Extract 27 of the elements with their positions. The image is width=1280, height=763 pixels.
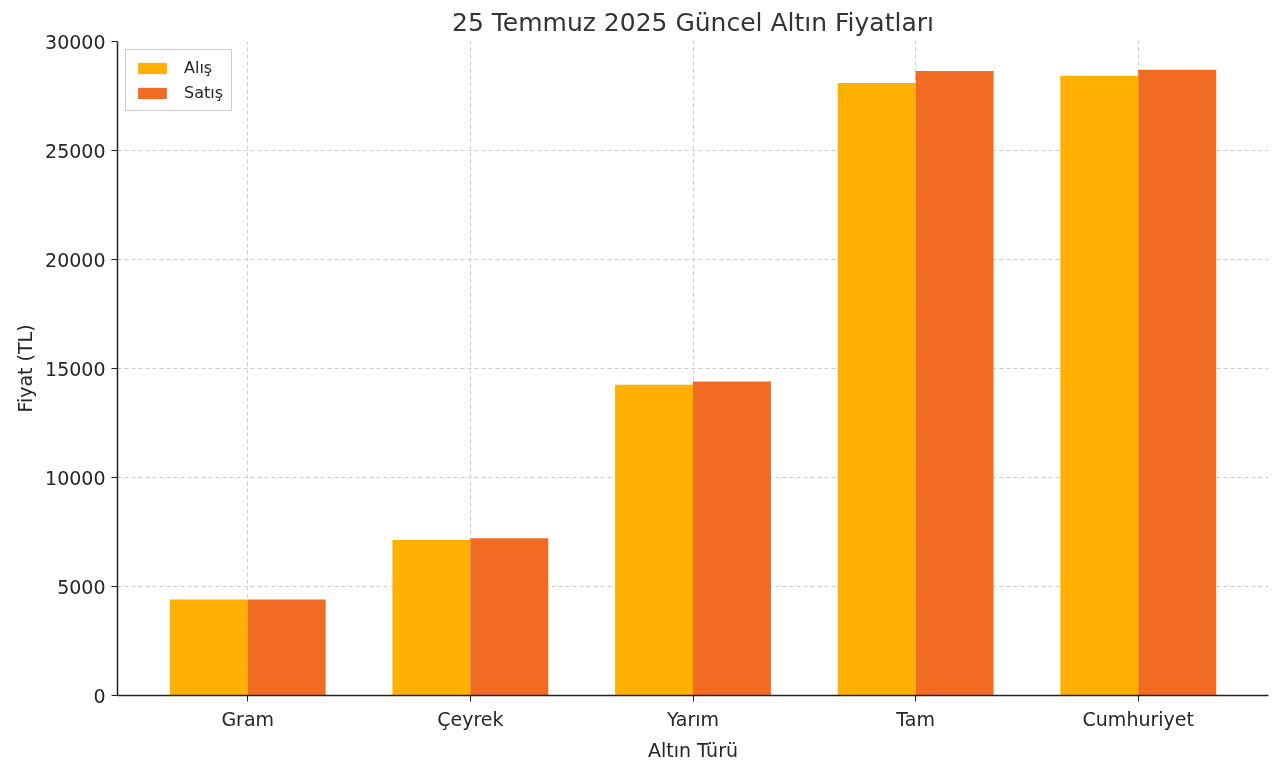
bar <box>1060 75 1139 696</box>
y-tick-label: 30000 <box>45 30 106 53</box>
bar <box>837 82 916 696</box>
legend-label: Satış <box>184 83 224 102</box>
x-tick-label: Tam <box>895 707 935 730</box>
bar <box>247 599 326 696</box>
y-tick-label: 20000 <box>45 248 106 271</box>
x-tick-label: Gram <box>221 707 275 730</box>
x-tick-label: Çeyrek <box>437 707 504 730</box>
y-tick-label: 15000 <box>45 357 106 380</box>
bar <box>169 599 248 696</box>
chart-title: 25 Temmuz 2025 Güncel Altın Fiyatları <box>452 7 934 37</box>
y-axis-title: Fiyat (TL) <box>14 324 37 413</box>
y-tick-label: 0 <box>93 684 106 707</box>
bar <box>470 538 549 696</box>
x-axis-title: Altın Türü <box>648 738 738 761</box>
bar <box>693 381 771 696</box>
y-tick-label: 25000 <box>45 139 106 162</box>
bar <box>392 540 471 696</box>
x-tick-label: Cumhuriyet <box>1082 707 1194 730</box>
bar <box>1138 69 1217 696</box>
y-tick-label: 10000 <box>45 466 106 489</box>
legend-label: Alış <box>184 58 213 77</box>
x-tick-label: Yarım <box>665 707 720 730</box>
y-tick-label: 5000 <box>57 575 106 598</box>
bar <box>915 70 994 696</box>
bar <box>615 384 693 696</box>
